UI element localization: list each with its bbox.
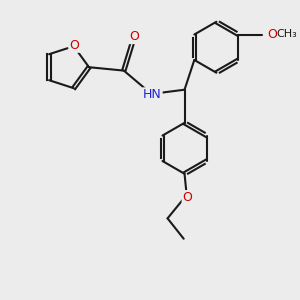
Text: CH₃: CH₃ bbox=[277, 29, 297, 39]
Text: O: O bbox=[183, 191, 192, 204]
Text: O: O bbox=[129, 30, 139, 43]
Text: O: O bbox=[267, 28, 277, 41]
Text: O: O bbox=[70, 39, 80, 52]
Text: HN: HN bbox=[143, 88, 162, 101]
